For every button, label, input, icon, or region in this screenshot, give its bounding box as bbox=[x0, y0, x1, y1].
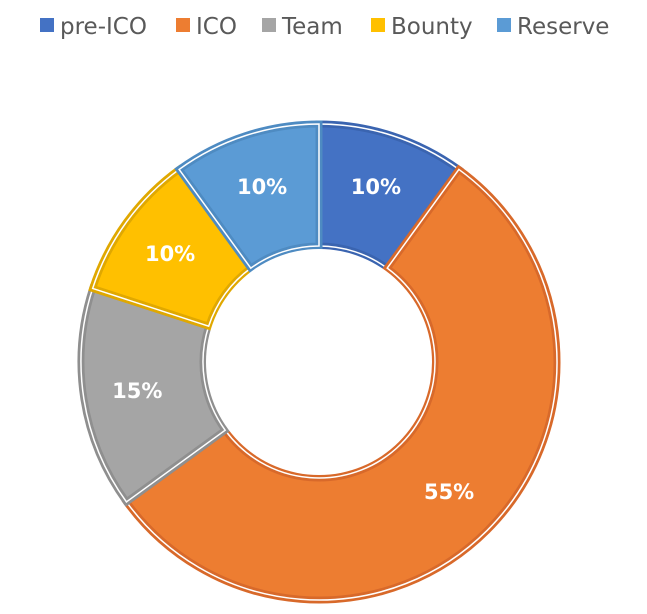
legend-item-bounty: Bounty bbox=[371, 14, 473, 40]
chart-legend: pre-ICO ICO Team Bounty Reserve bbox=[40, 14, 609, 40]
doughnut-slices bbox=[77, 120, 561, 604]
legend-item-ico: ICO bbox=[176, 14, 237, 40]
data-label-bounty: 10% bbox=[145, 242, 195, 266]
legend-label-ico: ICO bbox=[196, 14, 237, 40]
data-labels: 10% 55% 15% 10% 10% bbox=[112, 175, 474, 504]
data-label-ico: 55% bbox=[424, 480, 474, 504]
legend-swatch-pre-ico bbox=[40, 18, 54, 32]
legend-swatch-reserve bbox=[497, 18, 511, 32]
legend-label-bounty: Bounty bbox=[391, 14, 473, 40]
doughnut-hole bbox=[206, 249, 432, 475]
data-label-pre-ico: 10% bbox=[351, 175, 401, 199]
legend-item-pre-ico: pre-ICO bbox=[40, 14, 147, 40]
legend-label-team: Team bbox=[281, 14, 343, 40]
data-label-team: 15% bbox=[112, 379, 162, 403]
legend-item-reserve: Reserve bbox=[497, 14, 609, 40]
slice-separator-team bbox=[80, 287, 227, 503]
slice-separator-reserve bbox=[178, 123, 320, 270]
slice-separator-ico bbox=[125, 168, 558, 601]
legend-swatch-ico bbox=[176, 18, 190, 32]
legend-label-pre-ico: pre-ICO bbox=[60, 14, 147, 40]
legend-label-reserve: Reserve bbox=[517, 14, 609, 40]
legend-swatch-bounty bbox=[371, 18, 385, 32]
data-label-reserve: 10% bbox=[237, 175, 287, 199]
legend-swatch-team bbox=[262, 18, 276, 32]
legend-item-team: Team bbox=[262, 14, 343, 40]
